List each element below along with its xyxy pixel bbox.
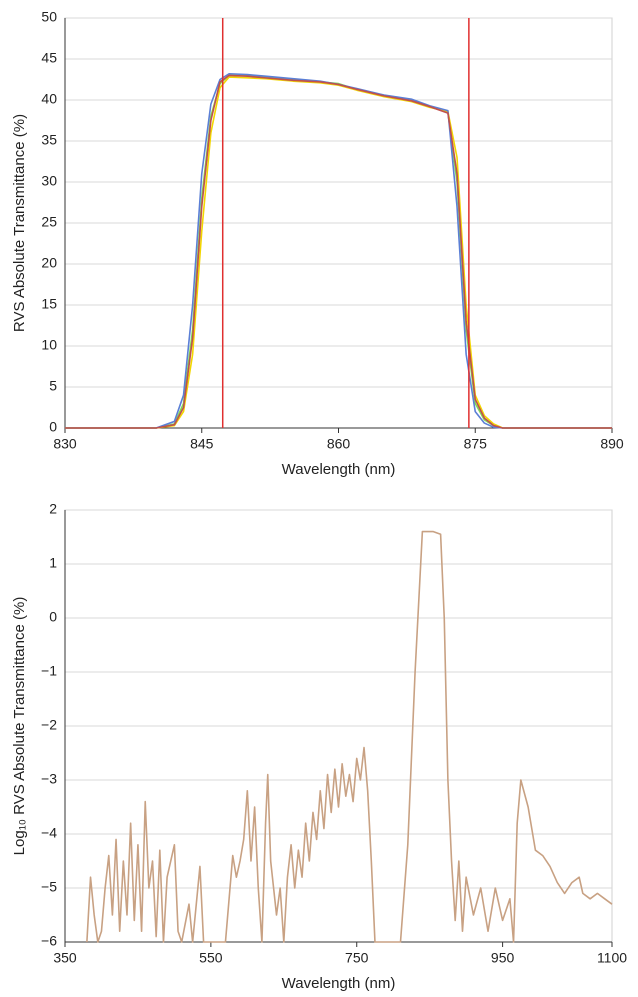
x-tick-label: 1100: [597, 950, 627, 966]
y-tick-label: 45: [41, 50, 57, 66]
y-tick-label: 30: [41, 173, 57, 189]
x-tick-label: 875: [464, 436, 488, 452]
data-line: [86, 530, 613, 943]
y-tick-label: 25: [41, 214, 57, 230]
y-tick-label: −1: [41, 663, 57, 679]
y-tick-label: 15: [41, 296, 57, 312]
data-line: [65, 72, 612, 429]
y-axis-label: Log₁₀ RVS Absolute Transmittance (%): [11, 597, 28, 856]
x-tick-label: 860: [327, 436, 351, 452]
y-tick-label: 40: [41, 91, 57, 107]
x-axis-label: Wavelength (nm): [282, 975, 396, 992]
y-tick-label: 35: [41, 132, 57, 148]
y-axis-label: RVS Absolute Transmittance (%): [11, 114, 28, 332]
x-tick-label: 550: [199, 950, 223, 966]
y-tick-label: 10: [41, 337, 57, 353]
y-tick-label: 20: [41, 255, 57, 271]
x-axis-label: Wavelength (nm): [282, 461, 396, 478]
y-tick-label: −3: [41, 771, 57, 787]
x-tick-label: 350: [53, 950, 77, 966]
x-tick-label: 950: [491, 950, 515, 966]
y-tick-label: −6: [41, 933, 57, 949]
data-line: [65, 74, 612, 429]
y-tick-label: −5: [41, 879, 57, 895]
x-tick-label: 750: [345, 950, 369, 966]
data-line: [65, 76, 612, 429]
y-tick-label: 1: [49, 555, 57, 571]
data-line: [65, 74, 612, 429]
x-tick-label: 845: [190, 436, 214, 452]
y-tick-label: −2: [41, 717, 57, 733]
x-tick-label: 830: [53, 436, 77, 452]
y-tick-label: 0: [49, 609, 57, 625]
y-tick-label: 2: [49, 501, 57, 517]
y-tick-label: −4: [41, 825, 57, 841]
y-tick-label: 0: [49, 419, 57, 435]
y-tick-label: 50: [41, 9, 57, 25]
y-tick-label: 5: [49, 378, 57, 394]
x-tick-label: 890: [600, 436, 624, 452]
